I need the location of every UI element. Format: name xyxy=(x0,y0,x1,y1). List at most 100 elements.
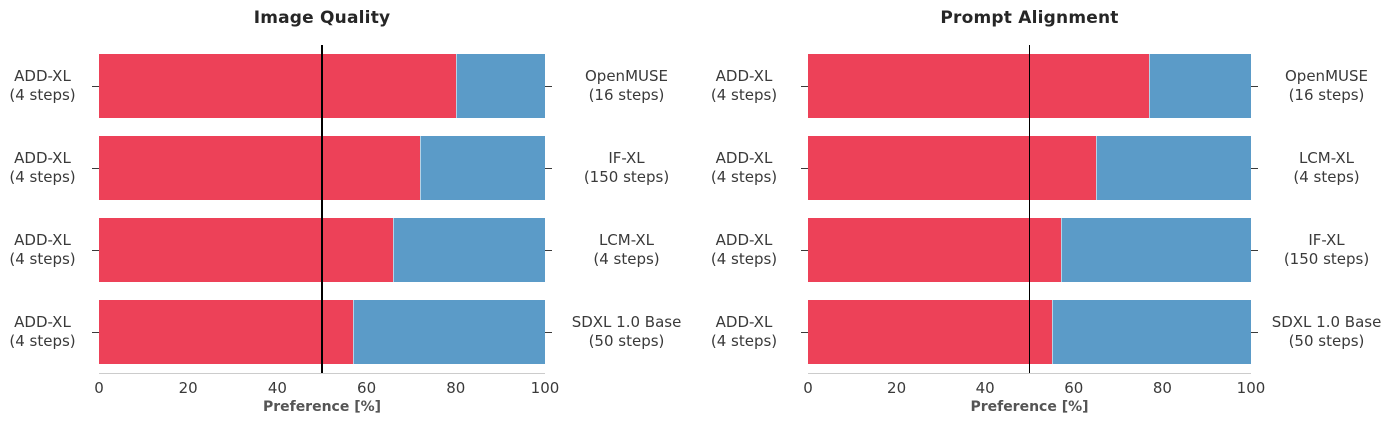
right-category-label-line: (150 steps) xyxy=(1283,250,1370,268)
right-preference-segment xyxy=(1060,218,1251,282)
chart-title: Prompt Alignment xyxy=(940,8,1119,28)
right-category-label: OpenMUSE (16 steps) xyxy=(559,67,694,105)
x-axis-tick-label: 100 xyxy=(530,379,560,397)
bar-row: ADD-XL (4 steps) LCM-XL (4 steps) xyxy=(694,127,1388,209)
left-axis-tick xyxy=(92,167,99,169)
left-category-label-line: (4 steps) xyxy=(710,86,778,104)
left-category-label-line: (4 steps) xyxy=(9,332,76,350)
right-category-label-line: (16 steps) xyxy=(588,86,665,104)
x-axis-tick-label: 0 xyxy=(803,379,813,397)
left-category-label: ADD-XL (4 steps) xyxy=(694,231,794,269)
right-category-label: LCM-XL (4 steps) xyxy=(559,231,694,269)
right-axis-tick xyxy=(545,167,552,169)
right-preference-segment xyxy=(1149,54,1251,118)
bar-rows: ADD-XL (4 steps) OpenMUSE (16 steps) ADD-XL(… xyxy=(694,45,1388,373)
left-category-label-line: ADD-XL xyxy=(14,313,71,331)
right-category-label-line: LCM-XL xyxy=(598,231,655,249)
bar-row: ADD-XL (4 steps) IF-XL (150 steps) xyxy=(694,209,1388,291)
right-category-label-line: (50 steps) xyxy=(588,332,665,350)
right-category-label: OpenMUSE (16 steps) xyxy=(1265,67,1388,105)
right-category-label-line: (4 steps) xyxy=(593,250,660,268)
right-category-label-line: OpenMUSE xyxy=(585,67,668,85)
left-axis-tick xyxy=(92,331,99,333)
left-category-label-line: (4 steps) xyxy=(9,250,76,268)
right-category-label-line: (16 steps) xyxy=(1288,86,1365,104)
x-axis-label: Preference [%] xyxy=(262,399,382,415)
left-axis-tick xyxy=(801,331,808,333)
x-axis-tick-label: 80 xyxy=(446,379,466,397)
left-category-label: ADD-XL (4 steps) xyxy=(0,67,85,105)
x-axis-tick-label: 20 xyxy=(178,379,198,397)
left-preference-segment xyxy=(99,218,394,282)
right-category-label: IF-XL (150 steps) xyxy=(1265,231,1388,269)
right-preference-segment xyxy=(1095,136,1251,200)
x-axis-tick-label: 0 xyxy=(94,379,104,397)
right-preference-segment xyxy=(393,218,545,282)
left-axis-tick xyxy=(92,249,99,251)
x-axis-tick-label: 80 xyxy=(1152,379,1172,397)
x-axis-tick-label: 40 xyxy=(267,379,287,397)
left-category-label: ADD-XL (4 steps) xyxy=(694,67,794,105)
right-category-label-line: IF-XL xyxy=(1308,231,1345,249)
right-preference-segment xyxy=(420,136,545,200)
bar-row: ADD-XL (4 steps) OpenMUSE (16 steps) xyxy=(694,45,1388,127)
stacked-bar xyxy=(99,136,545,200)
right-category-label-line: OpenMUSE xyxy=(1285,67,1368,85)
chart-title: Image Quality xyxy=(253,8,391,28)
right-axis-tick xyxy=(545,85,552,87)
stacked-bar xyxy=(808,54,1251,118)
right-category-label: SDXL 1.0 Base (50 steps) xyxy=(1265,313,1388,351)
x-axis-line xyxy=(99,373,545,374)
right-category-label: IF-XL (150 steps) xyxy=(559,149,694,187)
right-axis-tick xyxy=(1251,249,1258,251)
bar-rows: ADD-XL (4 steps) OpenMUSE (16 steps) ADD-XL(… xyxy=(0,45,694,373)
left-preference-segment xyxy=(808,300,1052,364)
bar-row: ADD-XL (4 steps) SDXL 1.0 Base (50 steps) xyxy=(694,291,1388,373)
left-category-label-line: ADD-XL xyxy=(14,231,71,249)
left-preference-segment xyxy=(99,300,354,364)
right-category-label: LCM-XL (4 steps) xyxy=(1265,149,1388,187)
left-category-label-line: ADD-XL xyxy=(14,149,71,167)
left-preference-segment xyxy=(99,54,456,118)
right-category-label-line: SDXL 1.0 Base xyxy=(571,313,682,331)
right-axis-tick xyxy=(545,331,552,333)
left-category-label-line: ADD-XL xyxy=(715,67,773,85)
right-category-label-line: (50 steps) xyxy=(1288,332,1365,350)
right-preference-segment xyxy=(353,300,545,364)
bar-row: ADD-XL (4 steps) OpenMUSE (16 steps) xyxy=(0,45,694,127)
stacked-bar xyxy=(99,54,545,118)
chart-panel-prompt-alignment: Prompt Alignment ADD-XL (4 steps) OpenMUSE… xyxy=(694,0,1388,423)
bar-row: ADD-XL (4 steps) SDXL 1.0 Base (50 steps) xyxy=(0,291,694,373)
right-preference-segment xyxy=(1051,300,1251,364)
right-axis-tick xyxy=(1251,167,1258,169)
right-axis-tick xyxy=(545,249,552,251)
right-category-label-line: IF-XL xyxy=(608,149,645,167)
stacked-bar xyxy=(808,300,1251,364)
left-category-label-line: ADD-XL xyxy=(14,67,71,85)
left-category-label: ADD-XL (4 steps) xyxy=(694,313,794,351)
right-preference-segment xyxy=(455,54,545,118)
left-preference-segment xyxy=(808,218,1061,282)
right-axis-tick xyxy=(1251,85,1258,87)
left-category-label: ADD-XL (4 steps) xyxy=(0,313,85,351)
bar-row: ADD-XL (4 steps) IF-XL (150 steps) xyxy=(0,127,694,209)
x-axis-tick-label: 60 xyxy=(357,379,377,397)
right-category-label-line: LCM-XL xyxy=(1298,149,1355,167)
right-category-label-line: (150 steps) xyxy=(583,168,670,186)
left-category-label-line: (4 steps) xyxy=(710,332,778,350)
x-axis-tick-label: 100 xyxy=(1236,379,1266,397)
left-category-label-line: (4 steps) xyxy=(9,168,76,186)
left-category-label: ADD-XL (4 steps) xyxy=(694,149,794,187)
left-category-label-line: (4 steps) xyxy=(710,168,778,186)
stacked-bar xyxy=(808,136,1251,200)
stacked-bar xyxy=(99,300,545,364)
x-axis-tick-label: 40 xyxy=(975,379,995,397)
left-category-label: ADD-XL (4 steps) xyxy=(0,231,85,269)
x-axis-ticks: 0 20 40 60 80 100 xyxy=(803,379,1265,397)
left-category-label-line: ADD-XL xyxy=(715,313,773,331)
left-category-label: ADD-XL (4 steps) xyxy=(0,149,85,187)
right-category-label: SDXL 1.0 Base (50 steps) xyxy=(559,313,694,351)
x-axis-label: Preference [%] xyxy=(970,399,1089,415)
left-axis-tick xyxy=(801,167,808,169)
